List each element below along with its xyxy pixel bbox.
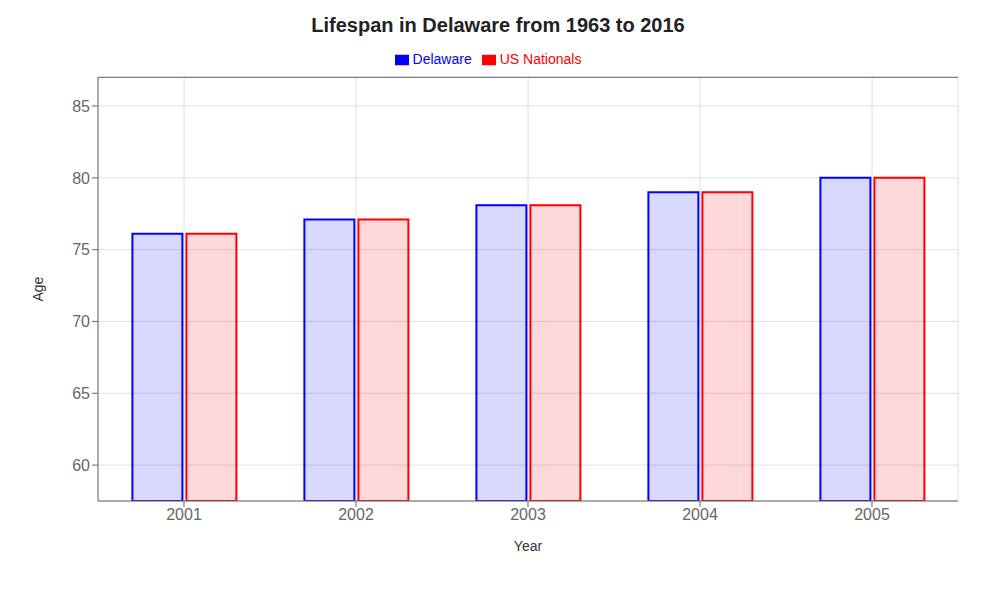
svg-text:2005: 2005 [854,506,890,523]
svg-text:60: 60 [72,457,90,474]
svg-text:Age: Age [30,276,46,301]
svg-text:70: 70 [72,313,90,330]
svg-text:2004: 2004 [682,506,718,523]
svg-text:2002: 2002 [338,506,374,523]
html-text:Lifespan in Delaware from 1963: Lifespan in Delaware from 1963 to 2016 [311,14,685,36]
svg-text:2001: 2001 [166,506,202,523]
html-text:US Nationals: US Nationals [499,51,582,67]
svg-text:2003: 2003 [510,506,546,523]
svg-text:Year: Year [514,538,543,554]
svg-text:75: 75 [72,241,90,258]
svg-text:80: 80 [72,170,90,187]
html-text:Delaware: Delaware [412,51,472,67]
svg-text:85: 85 [72,98,90,115]
svg-text:65: 65 [72,385,90,402]
